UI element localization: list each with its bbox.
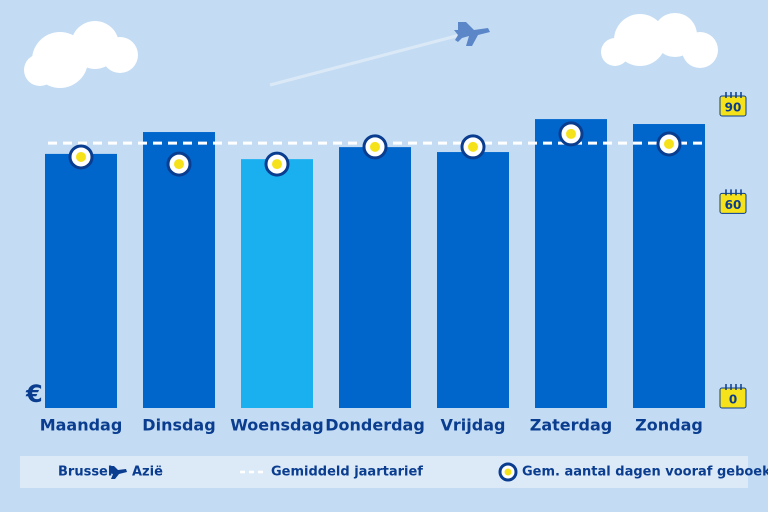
bar [437, 152, 509, 408]
y2-tick [719, 92, 747, 117]
y2-tick-label: 0 [729, 393, 737, 407]
calendar-icon [719, 192, 747, 214]
x-tick-label: Zaterdag [530, 416, 613, 435]
x-tick-label: Zondag [635, 416, 703, 435]
dot-center [76, 151, 86, 162]
y2-tick [719, 384, 747, 409]
dot-center [174, 159, 184, 170]
legend [20, 456, 748, 488]
dot [68, 144, 94, 170]
dot-center [272, 159, 282, 170]
cloud [601, 13, 718, 68]
dot [460, 134, 486, 160]
bar [535, 119, 607, 408]
legend-series: Gem. aantal dagen vooraf geboekt [522, 465, 768, 480]
y2-tick-label: 90 [725, 101, 742, 115]
y-axis-label: € [25, 380, 43, 408]
dot-center [468, 141, 478, 152]
plane-icon [454, 22, 490, 46]
cloud [24, 21, 138, 88]
dot-center [664, 138, 674, 149]
legend-route-to: Azië [132, 465, 163, 480]
x-tick-label: Donderdag [325, 416, 425, 435]
plane-icon [109, 466, 127, 479]
dot [264, 151, 290, 177]
calendar-icon [719, 95, 747, 117]
dot-center [566, 128, 576, 139]
dot [362, 134, 388, 160]
calendar-icon [719, 387, 747, 409]
y2-tick-label: 60 [725, 198, 742, 212]
bar [633, 124, 705, 409]
y2-tick [719, 189, 747, 214]
bar [339, 147, 411, 408]
dot [166, 151, 192, 177]
dot-center [370, 141, 380, 152]
legend-average: Gemiddeld jaartarief [271, 465, 423, 480]
x-tick-label: Dinsdag [142, 416, 215, 435]
dot [558, 121, 584, 147]
x-tick-label: Woensdag [230, 416, 324, 435]
bar [241, 159, 313, 408]
bar [45, 153, 117, 408]
bar [143, 132, 215, 409]
legend-dot-center [504, 468, 512, 476]
contrail [269, 33, 461, 87]
x-tick-label: Vrijdag [441, 416, 506, 435]
dot [656, 131, 682, 157]
legend-route-from: Brussel [58, 465, 112, 480]
x-tick-label: Maandag [40, 416, 123, 435]
